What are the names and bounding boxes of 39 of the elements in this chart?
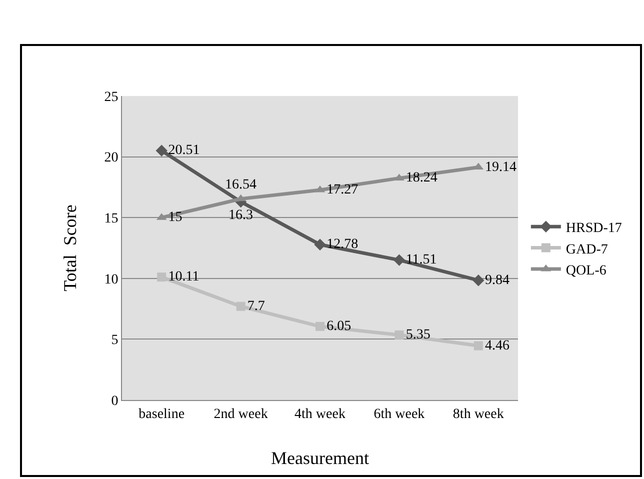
data-label: 19.14 bbox=[485, 160, 517, 175]
data-label: 7.7 bbox=[247, 298, 265, 314]
point bbox=[394, 330, 404, 340]
legend-label: GAD-7 bbox=[566, 242, 608, 258]
y-axis-title: Total Score bbox=[60, 204, 80, 292]
point bbox=[314, 238, 326, 250]
y-tick-label: 20 bbox=[104, 150, 118, 166]
y-tick-label: 25 bbox=[104, 90, 118, 105]
data-label: 20.51 bbox=[168, 143, 200, 158]
point bbox=[393, 254, 406, 266]
data-label: 6.05 bbox=[326, 318, 352, 334]
x-tick-label: 8th week bbox=[452, 406, 504, 422]
x-tick-label: 4th week bbox=[294, 406, 346, 422]
data-label: 9.84 bbox=[485, 272, 510, 288]
y-tick-label: 15 bbox=[104, 212, 118, 226]
point bbox=[316, 322, 324, 331]
data-label: 16.3 bbox=[228, 208, 254, 223]
data-label: 5.35 bbox=[406, 327, 430, 342]
point bbox=[474, 341, 483, 350]
x-tick-label: baseline bbox=[138, 406, 185, 422]
data-label: 4.46 bbox=[485, 338, 510, 354]
data-label: 16.54 bbox=[225, 178, 257, 193]
x-tick-label: 6th week bbox=[374, 406, 425, 422]
y-tick-label: 5 bbox=[111, 333, 118, 348]
x-axis-title: Measurement bbox=[271, 448, 369, 468]
data-label: 18.24 bbox=[406, 170, 438, 186]
point bbox=[472, 274, 484, 286]
y-tick-label: 0 bbox=[111, 394, 118, 409]
data-label: 11.51 bbox=[406, 252, 437, 268]
point bbox=[236, 302, 246, 311]
data-label: 15 bbox=[168, 210, 182, 226]
legend-label: HRSD-17 bbox=[566, 221, 622, 236]
y-tick-label: 10 bbox=[104, 272, 118, 288]
legend-label: QOL-6 bbox=[566, 263, 606, 278]
x-tick-label: 2nd week bbox=[214, 406, 268, 422]
point bbox=[156, 144, 168, 156]
point bbox=[157, 272, 166, 282]
data-label: 10.11 bbox=[168, 270, 200, 285]
data-label: 17.27 bbox=[326, 182, 358, 198]
